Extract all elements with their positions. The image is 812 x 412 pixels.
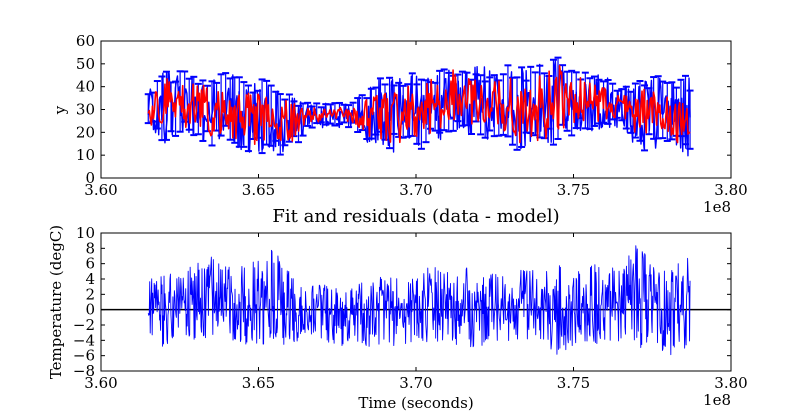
top-series-data-with-error-bars [147,60,691,157]
bottom-y-tick-label: 6 [85,255,95,273]
top-x-ticks: 3.60 3.65 3.70 3.75 3.80 [84,41,748,199]
top-series-model [147,64,691,146]
top-panel: 3.60 3.65 3.70 3.75 3.80 0 10 20 30 40 50 60 y 1e8 [51,32,748,216]
top-y-tick-label: 0 [85,169,95,187]
bottom-y-tick-label: 4 [85,270,95,288]
bottom-y-tick-label: 0 [85,301,95,319]
top-y-tick-label: 10 [76,146,95,164]
top-y-tick-label: 20 [76,123,95,141]
bottom-chart-title: Fit and residuals (data - model) [272,206,559,227]
bottom-y-tick-label: −4 [73,331,95,349]
bottom-x-tick-label: 3.65 [242,374,275,392]
bottom-x-axis-label: Time (seconds) [358,394,473,412]
bottom-x-ticks: 3.60 3.65 3.70 3.75 3.80 [84,233,748,392]
bottom-plot-area [101,245,731,356]
top-y-tick-label: 50 [76,55,95,73]
bottom-x-tick-label: 3.80 [714,374,747,392]
top-y-ticks: 0 10 20 30 40 50 60 [76,32,731,187]
bottom-x-tick-label: 3.70 [399,374,432,392]
bottom-panel: Fit and residuals (data - model) 3.60 3.6… [47,206,748,412]
bottom-y-tick-label: −2 [73,316,95,334]
bottom-y-tick-label: 8 [85,239,95,257]
top-y-tick-label: 40 [76,78,95,96]
bottom-x-tick-label: 3.60 [84,374,117,392]
bottom-y-tick-label: 10 [76,224,95,242]
bottom-x-tick-label: 3.75 [557,374,590,392]
top-x-tick-label: 3.80 [714,181,747,199]
bottom-y-tick-label: −8 [73,362,95,380]
bottom-y-tick-label: 2 [85,285,95,303]
top-y-tick-label: 60 [76,32,95,50]
top-y-axis-label: y [51,105,69,115]
bottom-x-offset-label: 1e8 [703,391,731,409]
top-x-tick-label: 3.75 [557,181,590,199]
bottom-y-axis-label: Temperature (degC) [47,225,65,379]
top-x-tick-label: 3.65 [242,181,275,199]
top-x-tick-label: 3.60 [84,181,117,199]
bottom-series-residuals [147,245,691,356]
top-y-tick-label: 30 [76,101,95,119]
top-x-offset-label: 1e8 [703,198,731,216]
top-plot-area [144,56,694,157]
bottom-y-tick-label: −6 [73,347,95,365]
top-x-tick-label: 3.70 [399,181,432,199]
